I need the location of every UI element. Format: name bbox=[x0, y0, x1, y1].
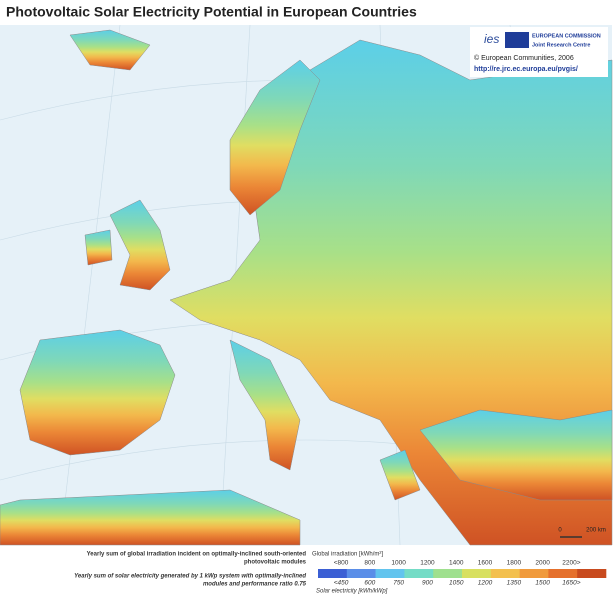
electricity-label: 1650> bbox=[562, 580, 580, 587]
logo-org: EUROPEAN COMMISSION bbox=[532, 33, 601, 39]
color-swatch bbox=[519, 569, 549, 578]
color-swatch bbox=[346, 569, 376, 578]
color-swatch bbox=[577, 569, 607, 578]
electricity-label: <450 bbox=[334, 580, 349, 587]
electricity-caption: Yearly sum of solar electricity generate… bbox=[74, 574, 306, 580]
electricity-label: 600 bbox=[364, 580, 375, 587]
electricity-label: 750 bbox=[393, 580, 404, 587]
electricity-label: 1500 bbox=[535, 580, 550, 587]
eu-flag bbox=[505, 32, 529, 48]
color-swatch bbox=[462, 569, 492, 578]
irradiation-unit: Global irradiation [kWh/m²] bbox=[312, 552, 383, 558]
copyright: © European Communities, 2006 bbox=[474, 54, 574, 62]
irradiation-label: 1600 bbox=[478, 560, 493, 567]
title: Photovoltaic Solar Electricity Potential… bbox=[6, 4, 417, 20]
color-swatch bbox=[433, 569, 463, 578]
scale-end: 200 km bbox=[586, 528, 606, 534]
logo-mark: ies bbox=[484, 32, 499, 46]
irradiation-label: 800 bbox=[364, 560, 375, 567]
irradiation-label: 1200 bbox=[420, 560, 435, 567]
land bbox=[0, 29, 613, 546]
irradiation-label: 1400 bbox=[449, 560, 464, 567]
irradiation-label: 1000 bbox=[391, 560, 406, 567]
electricity-caption: modules and performance ratio 0.75 bbox=[203, 582, 307, 588]
color-swatch bbox=[318, 569, 348, 578]
irradiation-label: 2200> bbox=[562, 560, 580, 567]
scale-start: 0 bbox=[558, 528, 562, 534]
logo-background bbox=[470, 27, 608, 77]
irradiation-caption: Yearly sum of global irradiation inciden… bbox=[87, 552, 307, 558]
electricity-label: 1350 bbox=[507, 580, 522, 587]
irradiation-label: <800 bbox=[334, 560, 349, 567]
electricity-label: 1200 bbox=[478, 580, 493, 587]
color-swatch bbox=[375, 569, 405, 578]
logo-box: ies EUROPEAN COMMISSION Joint Research C… bbox=[470, 27, 608, 77]
irradiation-label: 2000 bbox=[535, 560, 550, 567]
irradiation-label: 1800 bbox=[507, 560, 522, 567]
irradiation-caption: photovoltaic modules bbox=[244, 560, 307, 566]
legend: Global irradiation [kWh/m²] Solar electr… bbox=[312, 552, 388, 595]
electricity-label: 900 bbox=[422, 580, 433, 587]
electricity-unit: Solar electricity [kWh/kWp] bbox=[316, 589, 388, 595]
color-swatch bbox=[548, 569, 578, 578]
color-swatch bbox=[490, 569, 520, 578]
url: http://re.jrc.ec.europa.eu/pvgis/ bbox=[474, 66, 578, 73]
color-swatch bbox=[404, 569, 434, 578]
logo-unit: Joint Research Centre bbox=[532, 42, 590, 48]
electricity-label: 1050 bbox=[449, 580, 464, 587]
